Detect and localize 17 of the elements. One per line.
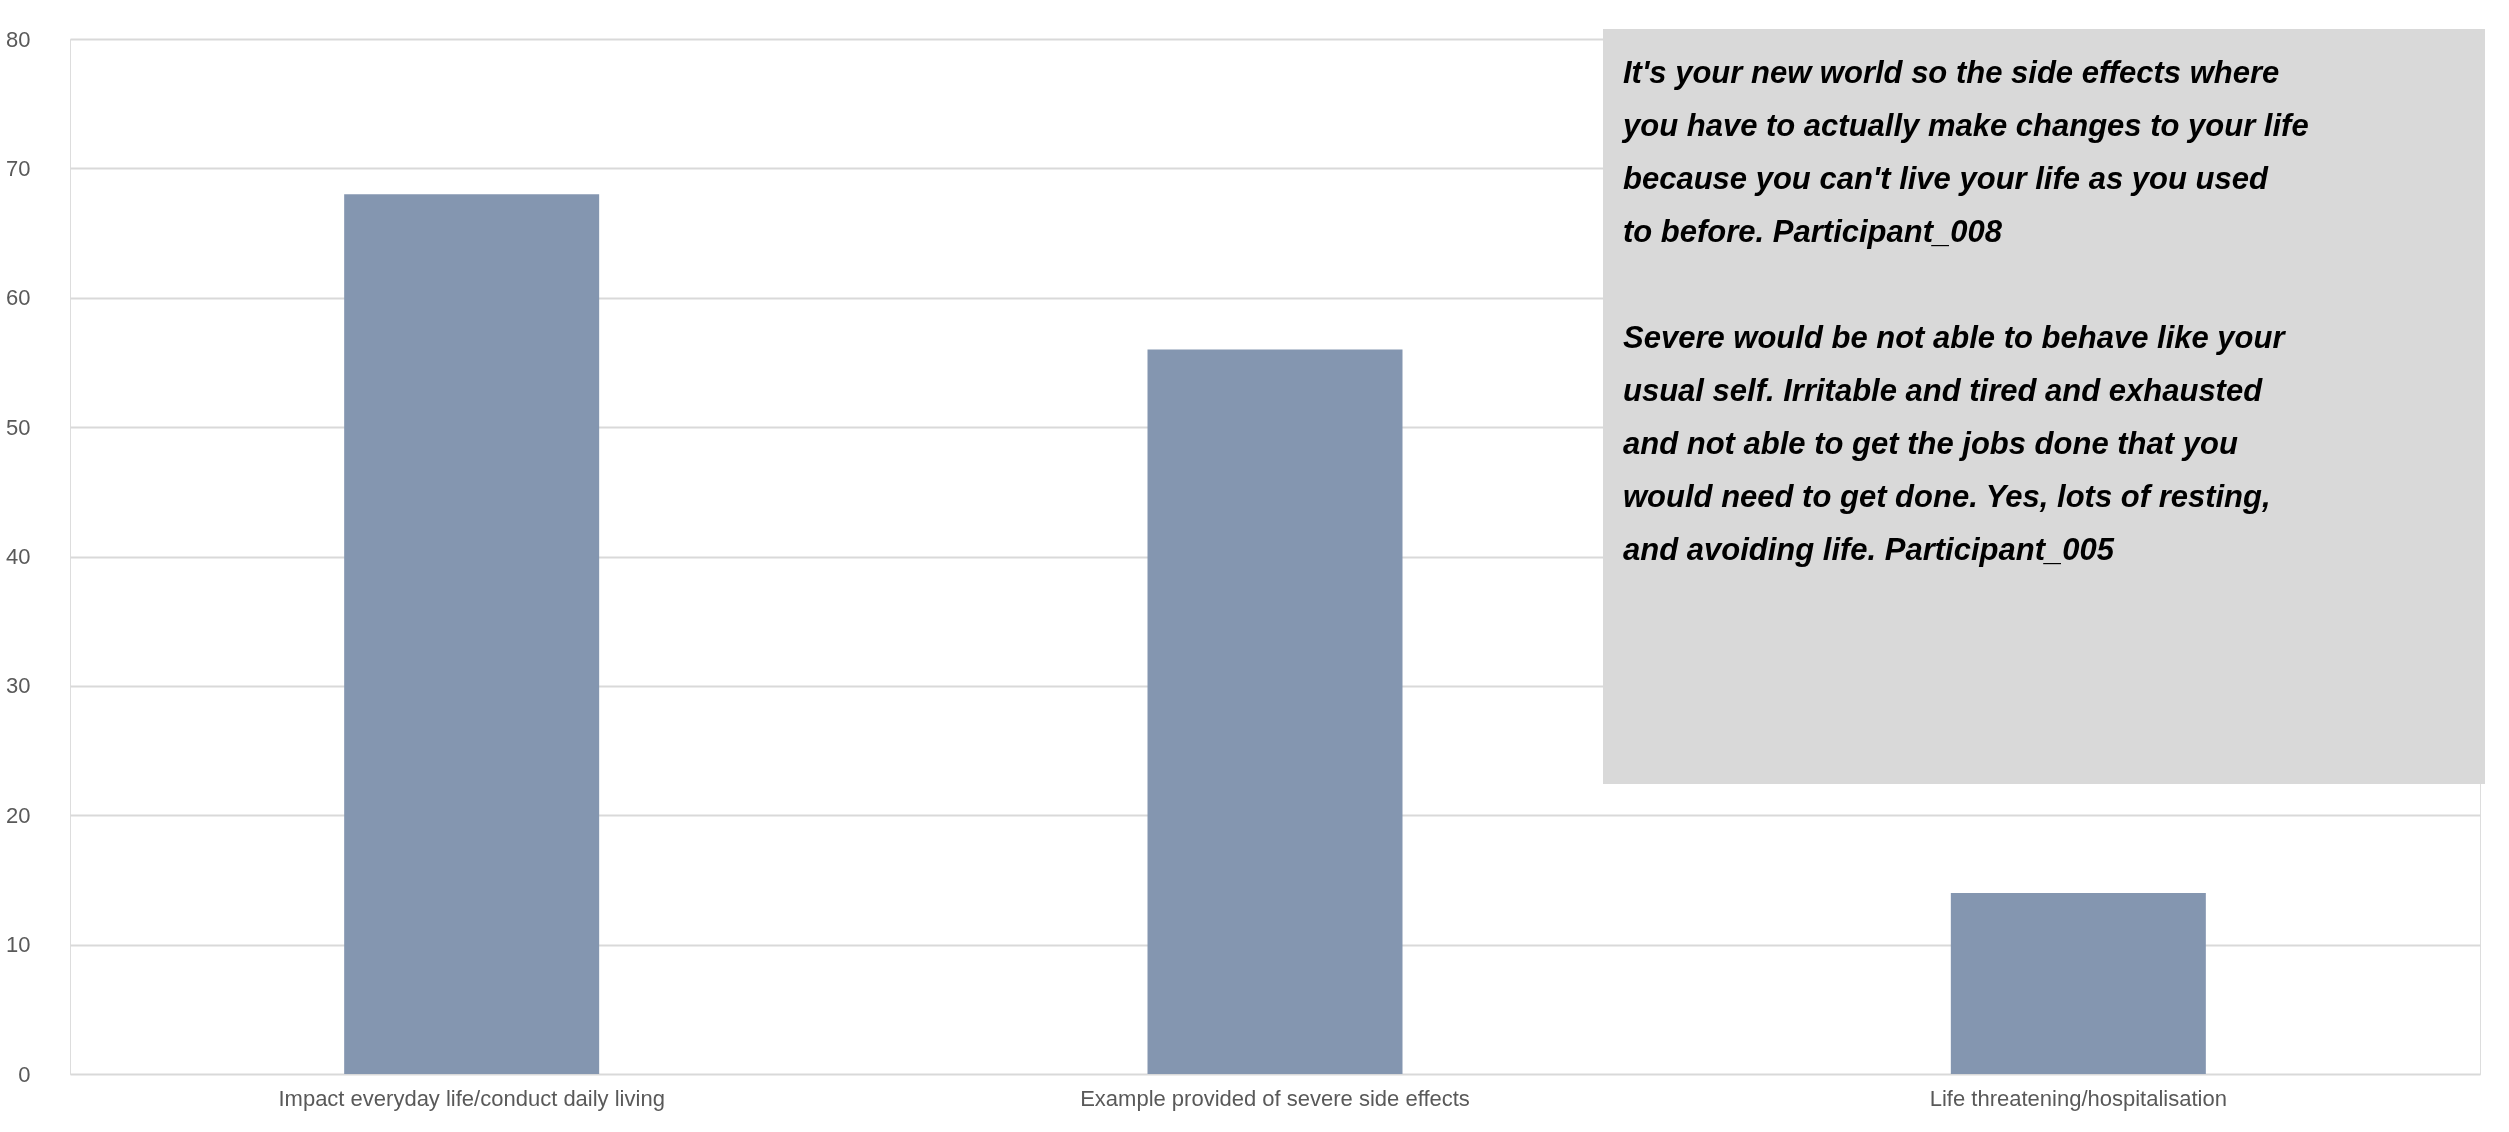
y-tick-label: 30 <box>6 673 31 699</box>
annotation: Severe would be not able to behave like your usual self. Irritable and tired and exhausted and not able to get the jobs done that you would need to get done. Yes, lots of resting, and avoiding life. Participant_005 <box>1623 320 2287 567</box>
y-tick-label: 0 <box>18 1061 31 1087</box>
y-tick-label: 60 <box>6 285 31 311</box>
annotation: It's your new world so the side effects where you have to actually make changes to your life because you can't live your life as you used to before. Participant_008 <box>1621 55 2309 249</box>
x-tick-label: Impact everyday life/conduct daily living <box>278 1085 665 1111</box>
bar <box>344 194 600 1074</box>
y-tick-label: 50 <box>6 414 31 440</box>
y-tick-label: 10 <box>6 932 31 958</box>
y-tick-label: 80 <box>6 26 31 52</box>
y-tick-label: 20 <box>6 802 31 828</box>
bar <box>1950 892 2206 1074</box>
x-tick-label: Life threatening/hospitalisation <box>1929 1085 2227 1111</box>
y-tick-label: 40 <box>6 544 31 569</box>
bar <box>1147 349 1403 1074</box>
x-tick-label: Example provided of severe side effects <box>1080 1085 1470 1111</box>
y-tick-label: 70 <box>6 155 31 181</box>
